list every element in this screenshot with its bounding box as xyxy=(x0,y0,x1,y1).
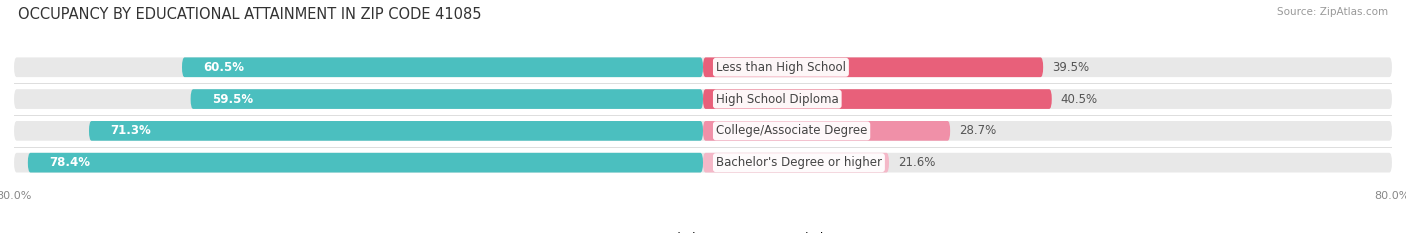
Text: Less than High School: Less than High School xyxy=(716,61,846,74)
Text: 28.7%: 28.7% xyxy=(959,124,995,137)
Text: 39.5%: 39.5% xyxy=(1052,61,1088,74)
FancyBboxPatch shape xyxy=(191,89,703,109)
FancyBboxPatch shape xyxy=(703,153,889,172)
Text: Bachelor's Degree or higher: Bachelor's Degree or higher xyxy=(716,156,882,169)
Text: 71.3%: 71.3% xyxy=(111,124,152,137)
Text: Source: ZipAtlas.com: Source: ZipAtlas.com xyxy=(1277,7,1388,17)
Legend: Owner-occupied, Renter-occupied: Owner-occupied, Renter-occupied xyxy=(578,228,828,233)
FancyBboxPatch shape xyxy=(28,153,703,172)
Text: 59.5%: 59.5% xyxy=(212,93,253,106)
FancyBboxPatch shape xyxy=(181,57,703,77)
Text: 40.5%: 40.5% xyxy=(1060,93,1098,106)
FancyBboxPatch shape xyxy=(14,57,1392,77)
FancyBboxPatch shape xyxy=(703,121,950,141)
FancyBboxPatch shape xyxy=(14,153,1392,172)
Text: College/Associate Degree: College/Associate Degree xyxy=(716,124,868,137)
FancyBboxPatch shape xyxy=(14,89,1392,109)
FancyBboxPatch shape xyxy=(703,57,1043,77)
FancyBboxPatch shape xyxy=(14,121,1392,141)
Text: OCCUPANCY BY EDUCATIONAL ATTAINMENT IN ZIP CODE 41085: OCCUPANCY BY EDUCATIONAL ATTAINMENT IN Z… xyxy=(18,7,482,22)
FancyBboxPatch shape xyxy=(703,89,1052,109)
FancyBboxPatch shape xyxy=(89,121,703,141)
Text: 21.6%: 21.6% xyxy=(897,156,935,169)
Text: 78.4%: 78.4% xyxy=(49,156,90,169)
Text: 60.5%: 60.5% xyxy=(204,61,245,74)
Text: High School Diploma: High School Diploma xyxy=(716,93,838,106)
